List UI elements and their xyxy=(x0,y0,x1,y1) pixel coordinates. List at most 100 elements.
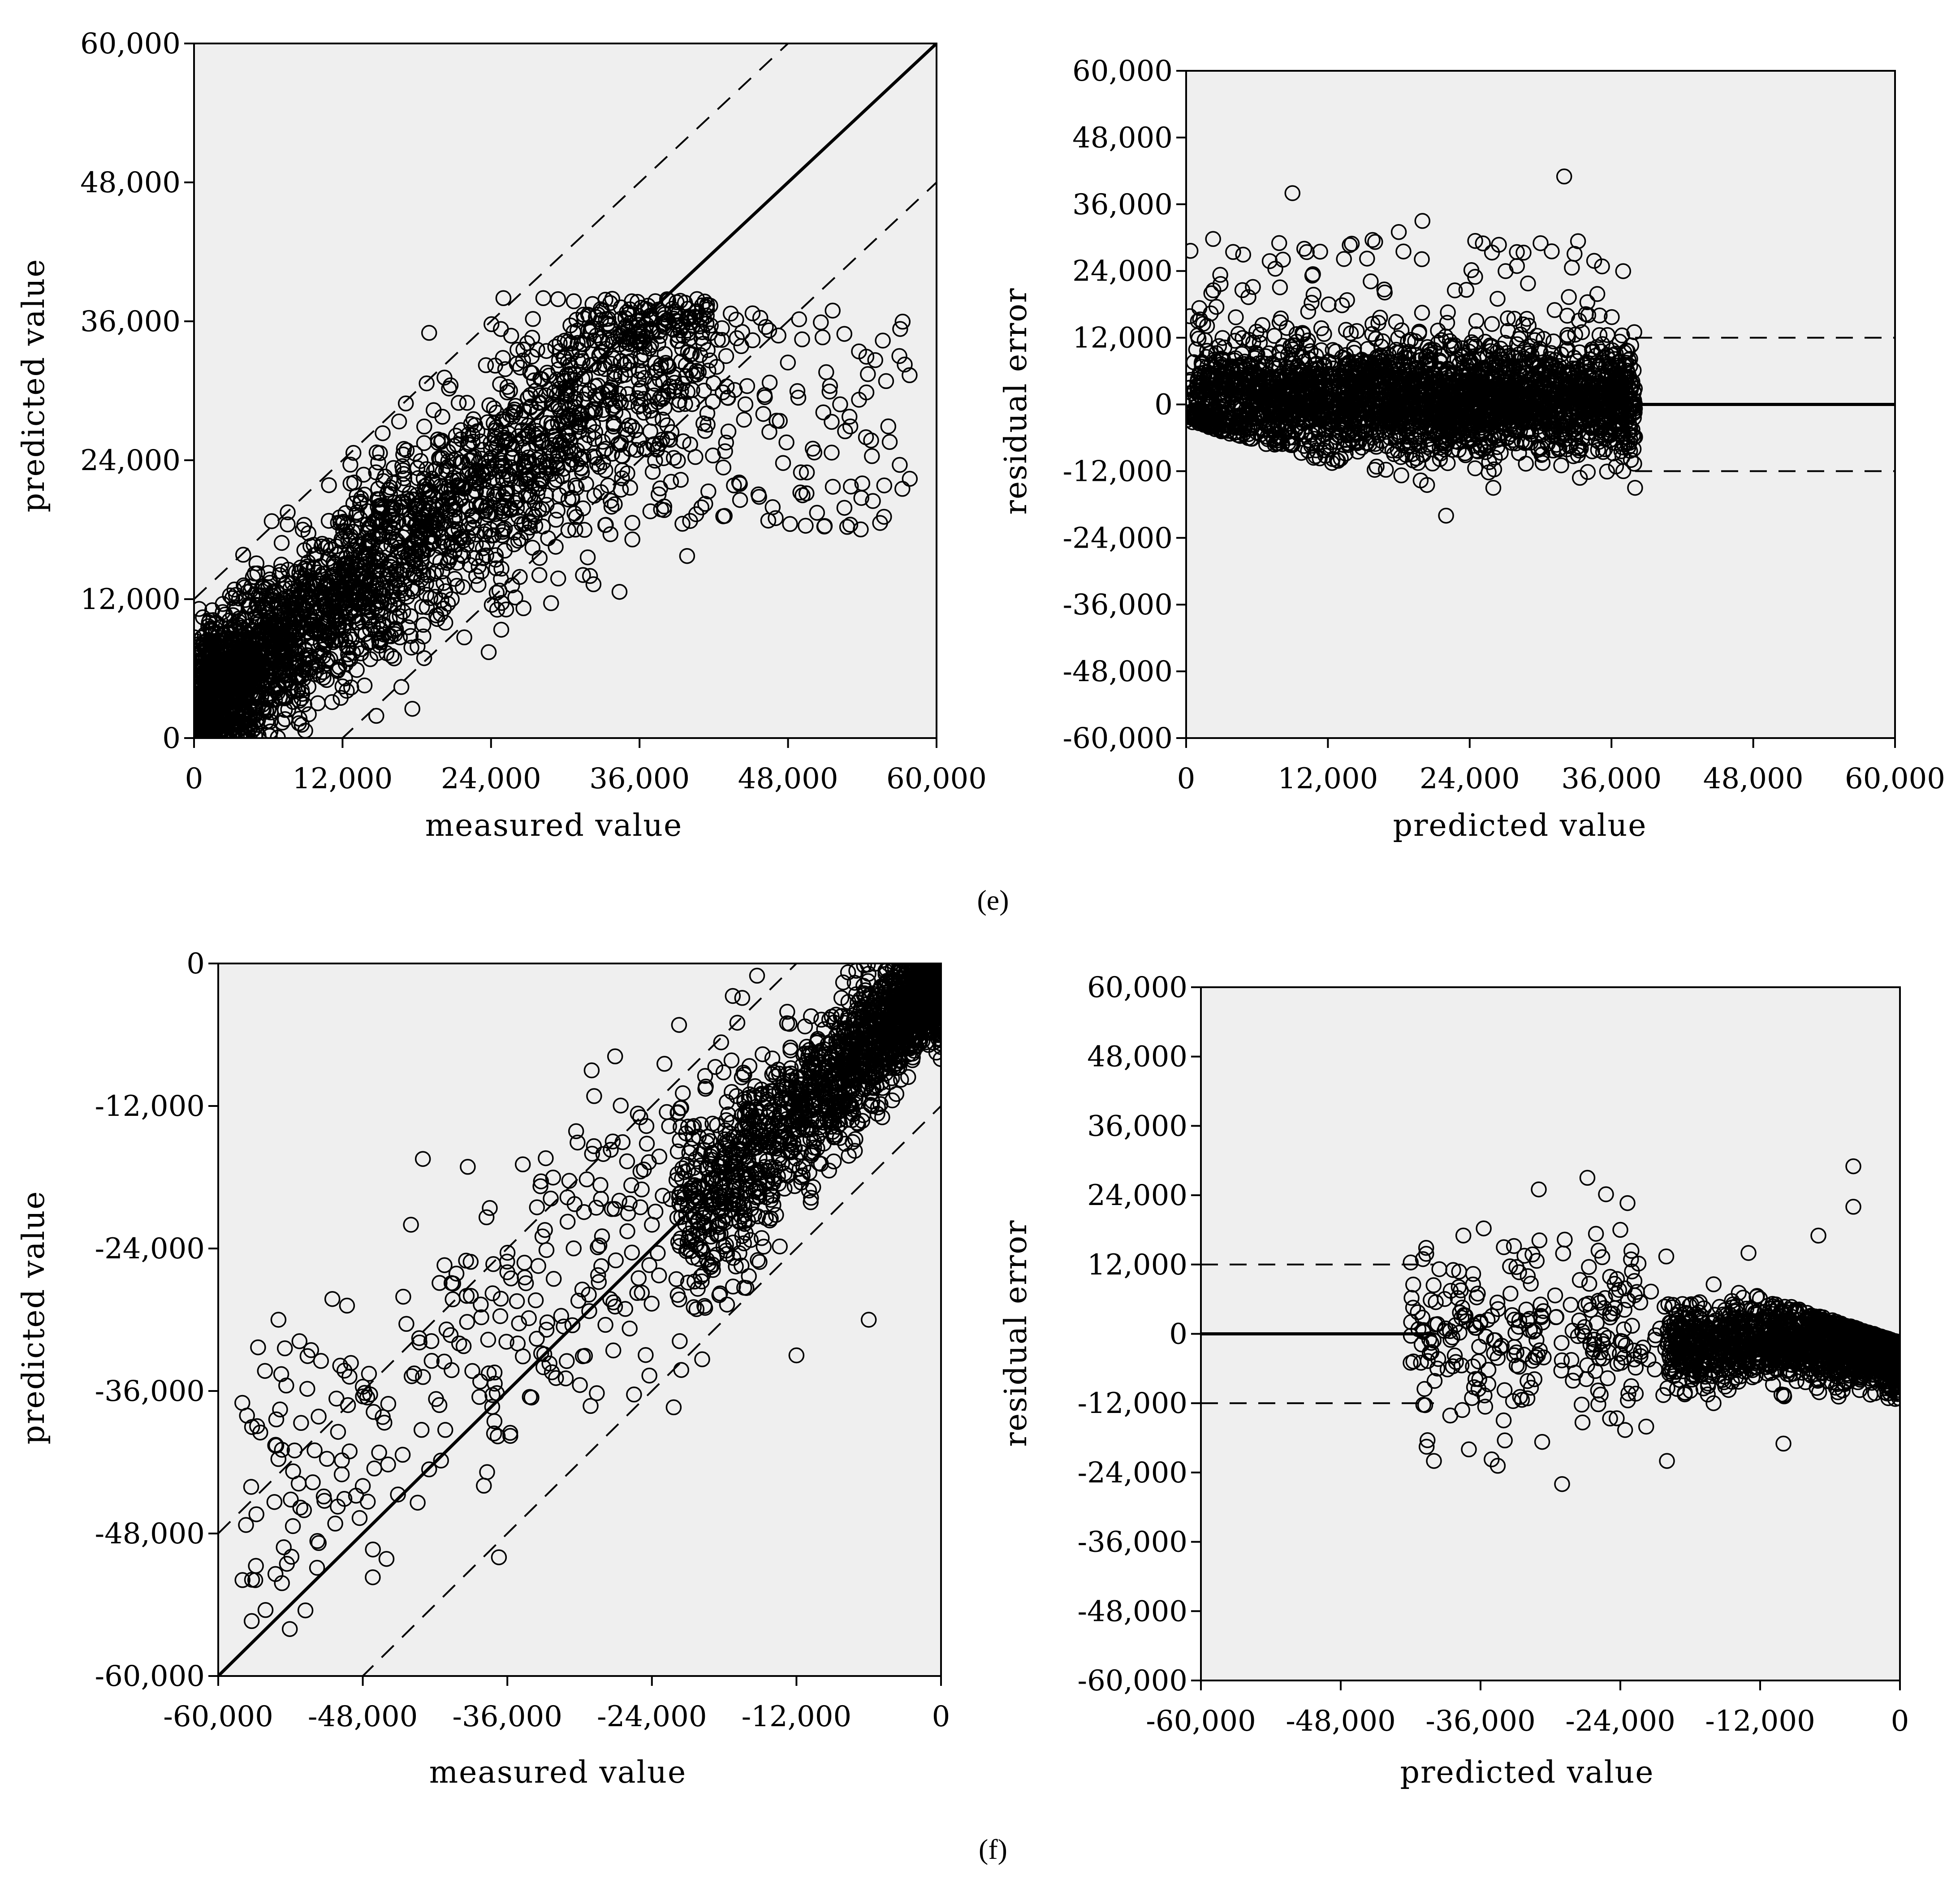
data-point xyxy=(832,396,848,413)
data-point xyxy=(647,453,663,469)
data-point xyxy=(216,656,233,673)
data-point xyxy=(416,650,432,666)
data-point xyxy=(514,516,530,532)
data-point xyxy=(591,387,608,403)
data-point xyxy=(1343,325,1359,341)
data-point xyxy=(613,394,629,411)
data-point xyxy=(902,471,918,487)
data-point xyxy=(1393,467,1409,484)
data-point xyxy=(575,567,591,583)
data-point xyxy=(327,632,343,648)
data-point xyxy=(1520,412,1537,429)
data-point xyxy=(302,649,318,666)
data-point xyxy=(370,613,387,630)
data-point xyxy=(404,700,420,717)
data-point xyxy=(307,613,323,630)
data-point xyxy=(399,549,415,565)
data-point xyxy=(395,494,411,510)
data-point xyxy=(368,708,384,724)
data-point xyxy=(336,557,352,574)
data-point xyxy=(790,389,807,406)
data-point xyxy=(373,593,389,609)
data-point xyxy=(420,567,436,583)
data-point xyxy=(283,637,299,653)
data-point xyxy=(478,547,494,564)
data-point xyxy=(468,568,484,584)
data-point xyxy=(654,432,670,448)
data-point xyxy=(224,590,241,606)
data-point xyxy=(732,492,748,508)
data-point xyxy=(446,570,463,587)
data-point xyxy=(396,585,413,601)
data-point xyxy=(265,680,281,696)
reference-line xyxy=(194,43,937,738)
data-point xyxy=(421,325,437,341)
data-point xyxy=(343,679,359,695)
data-point xyxy=(598,517,614,533)
data-point xyxy=(527,495,543,511)
data-point xyxy=(489,458,505,474)
data-point xyxy=(345,496,362,512)
data-point xyxy=(483,441,499,457)
data-point xyxy=(273,557,289,573)
data-point xyxy=(585,576,602,592)
data-point xyxy=(570,353,587,369)
data-point xyxy=(547,339,563,355)
data-point xyxy=(435,534,451,550)
data-point xyxy=(603,498,620,515)
data-point xyxy=(359,583,376,600)
data-point xyxy=(700,483,717,500)
data-point xyxy=(687,449,704,465)
data-point xyxy=(237,579,253,596)
data-point xyxy=(491,583,508,599)
data-point xyxy=(702,298,718,314)
data-point xyxy=(635,391,652,407)
x-tick-label: 0 xyxy=(185,762,203,795)
data-point xyxy=(631,383,648,399)
data-point xyxy=(370,454,386,471)
data-point xyxy=(814,329,831,346)
data-point xyxy=(662,432,678,448)
data-point xyxy=(466,520,482,536)
data-point xyxy=(334,678,351,695)
data-point xyxy=(419,599,435,615)
data-point xyxy=(547,428,563,444)
data-point xyxy=(321,477,337,493)
data-point xyxy=(375,501,391,518)
data-point xyxy=(876,477,893,493)
data-point xyxy=(207,643,224,660)
data-point xyxy=(274,714,290,731)
data-point xyxy=(722,305,739,322)
data-point xyxy=(675,433,691,449)
data-point xyxy=(215,604,231,620)
data-point xyxy=(654,391,670,407)
data-point xyxy=(355,581,372,598)
data-point xyxy=(665,450,682,466)
data-point xyxy=(718,348,734,364)
data-point xyxy=(250,699,266,715)
data-point xyxy=(407,491,423,508)
data-point xyxy=(389,571,406,587)
data-point xyxy=(460,529,476,545)
data-point xyxy=(1595,444,1611,460)
data-point xyxy=(794,487,811,503)
data-point xyxy=(768,510,784,526)
data-point xyxy=(498,411,514,428)
data-point xyxy=(1190,331,1207,347)
data-point xyxy=(550,291,566,307)
data-point xyxy=(496,520,513,537)
data-point xyxy=(649,362,665,379)
data-point xyxy=(382,479,398,496)
data-point xyxy=(569,479,585,496)
data-point xyxy=(409,498,425,515)
data-point xyxy=(1449,351,1465,367)
data-point xyxy=(1496,420,1512,436)
data-point xyxy=(563,420,579,436)
data-point xyxy=(876,509,892,525)
data-point xyxy=(573,460,590,476)
data-point xyxy=(358,539,375,556)
data-point xyxy=(493,561,509,577)
data-point xyxy=(385,521,401,537)
data-point xyxy=(446,501,462,518)
